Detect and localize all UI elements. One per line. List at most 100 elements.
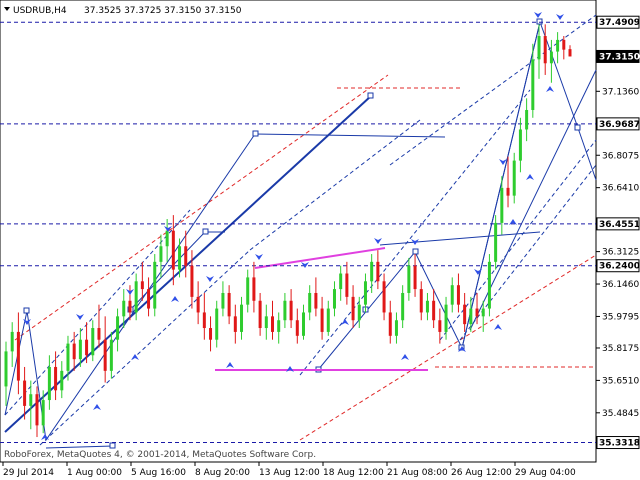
- price-tick-label: 36.3125: [602, 248, 639, 258]
- wave-line: [45, 445, 114, 449]
- price-tag-label: 37.4909: [599, 18, 640, 28]
- candle-body: [438, 320, 442, 332]
- price-tick-label: 36.8075: [602, 151, 639, 161]
- red-channel-line: [14, 74, 389, 341]
- dropdown-triangle-icon[interactable]: [4, 7, 10, 11]
- candle-body: [357, 304, 361, 321]
- candle-body: [97, 328, 101, 340]
- candle-body: [407, 265, 411, 293]
- candle-body: [425, 300, 429, 313]
- candle-body: [246, 277, 250, 305]
- candle-body: [413, 265, 417, 290]
- price-tag: [596, 436, 640, 450]
- candle-body: [54, 366, 58, 391]
- price-tag-label: 37.3150: [599, 52, 640, 62]
- candle-body: [370, 261, 374, 282]
- candle-body: [277, 320, 281, 332]
- price-tag: [596, 15, 640, 29]
- candle-body: [506, 187, 510, 196]
- candle-body: [35, 394, 39, 426]
- candle-body: [283, 300, 287, 321]
- price-tick-label: 35.4845: [602, 409, 639, 419]
- candle-body: [72, 343, 76, 360]
- candle-body: [209, 328, 213, 340]
- thick-trend-line: [4, 95, 372, 433]
- candle-body: [264, 316, 268, 329]
- candle-body: [47, 366, 51, 401]
- candle-body: [252, 277, 256, 301]
- candle-body: [171, 230, 175, 270]
- candle-body: [41, 400, 45, 426]
- candle-body: [419, 289, 423, 313]
- drawings-layer: [4, 14, 597, 449]
- candle-body: [537, 36, 541, 60]
- candle-body: [543, 36, 547, 64]
- candle-body: [339, 273, 343, 290]
- candle-body: [29, 394, 33, 406]
- price-tick-label: 36.1460: [602, 280, 639, 290]
- time-axis: 29 Jul 2014 1 Aug 00:00 5 Aug 16:00 8 Aug 2…: [2, 462, 576, 478]
- wave-line: [461, 21, 541, 349]
- candle-body: [531, 59, 535, 110]
- candle-body: [487, 261, 491, 309]
- candle-body: [66, 343, 70, 371]
- candle-body: [568, 49, 572, 57]
- time-tick-label: 5 Aug 16:00: [131, 468, 186, 478]
- candle-body: [16, 331, 20, 381]
- candle-body: [140, 281, 144, 290]
- candle-body: [202, 312, 206, 329]
- candle-body: [388, 312, 392, 336]
- candle-body: [301, 312, 305, 336]
- price-tag: [596, 117, 640, 131]
- candle-body: [289, 300, 293, 321]
- blue-channel-line: [389, 14, 597, 166]
- candle-body: [401, 292, 405, 321]
- time-tick-label: 8 Aug 20:00: [195, 468, 250, 478]
- price-tag: [596, 49, 640, 63]
- candle-body: [308, 292, 312, 313]
- candle-body: [184, 246, 188, 266]
- candle-body: [444, 304, 448, 332]
- candle-body: [432, 300, 436, 321]
- price-tick-label: 36.6410: [602, 184, 639, 194]
- wave-line: [254, 133, 446, 138]
- candle-body: [314, 292, 318, 309]
- chart-header: USDRUB,H4 37.3525 37.3725 37.3150 37.315…: [4, 6, 242, 16]
- price-tick-label: 37.1360: [602, 87, 639, 97]
- time-tick-label: 18 Aug 12:00: [323, 468, 384, 478]
- candle-body: [153, 261, 157, 309]
- candle-body: [147, 289, 151, 309]
- red-channel-line: [299, 254, 597, 441]
- price-tag-label: 36.4551: [599, 220, 640, 230]
- candle-body: [494, 222, 498, 262]
- time-tick-label: 29 Jul 2014: [3, 468, 54, 478]
- wave-line: [4, 133, 256, 442]
- candle-body: [500, 187, 504, 223]
- candle-body: [295, 320, 299, 336]
- candle-body: [320, 308, 324, 332]
- blue-channel-line: [249, 119, 421, 251]
- candle-body: [394, 320, 398, 336]
- candle-body: [103, 339, 107, 371]
- wave-line: [469, 69, 597, 331]
- candle-body: [221, 292, 225, 309]
- time-tick-label: 1 Aug 00:00: [67, 468, 122, 478]
- candle-body: [4, 351, 8, 387]
- candle-body: [128, 300, 132, 313]
- price-tag-label: 35.3318: [599, 439, 640, 449]
- ohlc-values: 37.3525 37.3725 37.3150 37.3150: [84, 6, 242, 16]
- candle-body: [196, 296, 200, 313]
- candles-layer: [4, 24, 572, 438]
- candle-body: [165, 230, 169, 247]
- candle-body: [271, 316, 275, 332]
- time-tick-label: 21 Aug 08:00: [387, 468, 448, 478]
- candle-body: [450, 285, 454, 305]
- price-tag-label: 36.9687: [599, 120, 640, 130]
- candle-body: [549, 51, 553, 64]
- price-tag: [596, 217, 640, 231]
- fractal-arrows-layer: [23, 12, 564, 440]
- copyright-text: RoboForex, MetaQuotes 4, © 2001-2014, Me…: [4, 450, 316, 460]
- candle-body: [60, 370, 64, 391]
